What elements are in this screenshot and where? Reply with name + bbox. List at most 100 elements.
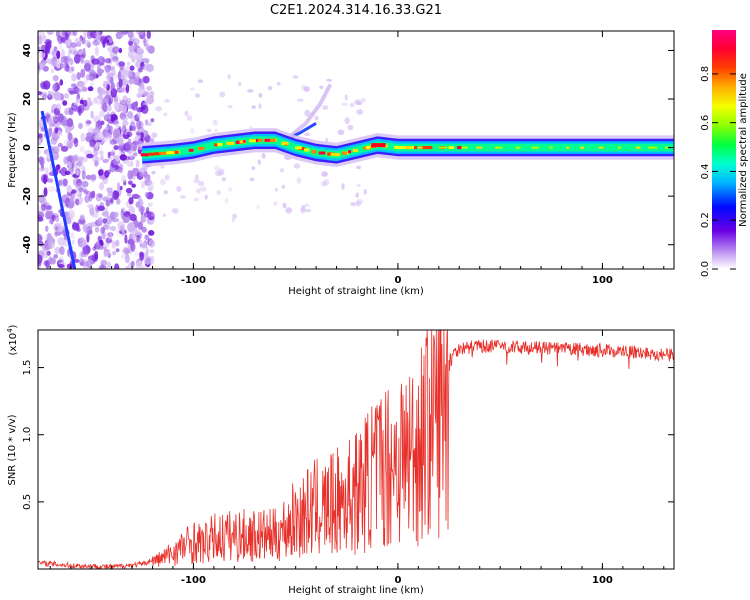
noise-blob (77, 98, 81, 103)
noise-blob (89, 192, 93, 199)
noise-blob (123, 142, 131, 153)
noise-blob (105, 67, 111, 75)
colorbar-tick-label: 0.0 (700, 261, 711, 277)
noise-blob (341, 102, 348, 107)
noise-blob (142, 75, 150, 84)
top-x-axis-label: Height of straight line (km) (288, 286, 424, 297)
noise-blob (282, 202, 287, 209)
noise-blob (194, 93, 201, 98)
noise-blob (99, 110, 105, 118)
noise-blob (81, 53, 87, 59)
noise-blob (105, 58, 112, 64)
noise-blob (251, 166, 256, 171)
noise-blob (120, 73, 125, 81)
noise-blob (135, 261, 143, 269)
ridge-hotspot (166, 151, 174, 155)
ridge-hotspot (531, 146, 539, 149)
noise-blob (219, 91, 226, 98)
noise-blob (360, 97, 366, 103)
noise-blob (75, 198, 80, 206)
noise-blob (39, 160, 44, 166)
y-tick-label: 0.5 (22, 494, 33, 510)
noise-blob (194, 174, 199, 180)
noise-blob (62, 178, 68, 187)
noise-blob (121, 117, 128, 122)
noise-blob (281, 184, 285, 189)
noise-blob (78, 108, 82, 116)
noise-blob (124, 156, 131, 161)
noise-blob (107, 75, 112, 85)
noise-blob (90, 55, 95, 64)
noise-blob (92, 155, 99, 163)
noise-blob (45, 41, 52, 49)
noise-blob (42, 248, 49, 259)
noise-blob (356, 165, 362, 170)
ridge-hotspot (242, 140, 246, 143)
noise-blob (215, 170, 222, 176)
noise-blob (104, 89, 109, 98)
noise-blob (73, 104, 78, 112)
ridge-hotspot (404, 146, 412, 150)
colorbar-tick-label: 0.6 (700, 115, 711, 131)
noise-blob (60, 93, 65, 101)
noise-blob (81, 170, 86, 180)
noise-blob (147, 180, 155, 191)
noise-blob (90, 174, 97, 181)
y-tick-label: 1.5 (22, 360, 33, 376)
ridge-hotspot (330, 152, 336, 156)
noise-blob (118, 78, 123, 89)
noise-blob (84, 40, 91, 46)
colorbar-tick-label: 0.2 (700, 212, 711, 228)
ridge-hotspot (549, 146, 553, 149)
ridge-hotspot (226, 141, 235, 145)
noise-blob (38, 259, 42, 267)
ridge-hotspot (439, 146, 448, 149)
noise-blob (100, 120, 105, 126)
noise-blob (57, 130, 62, 137)
noise-blob (108, 232, 113, 240)
y-tick-label: -40 (22, 236, 33, 254)
noise-blob (151, 170, 156, 175)
noise-blob (121, 126, 125, 135)
noise-blob (106, 187, 113, 193)
ridge-hotspot (348, 150, 352, 154)
noise-blob (47, 90, 52, 99)
noise-blob (227, 105, 233, 109)
noise-blob (109, 139, 117, 145)
noise-blob (116, 198, 121, 205)
noise-blob (70, 232, 75, 239)
noise-blob (66, 66, 74, 73)
noise-blob (356, 109, 364, 115)
noise-blob (64, 107, 73, 115)
noise-blob (144, 192, 149, 197)
noise-blob (131, 193, 140, 199)
noise-blob (97, 88, 106, 96)
noise-blob (102, 218, 108, 224)
noise-blob (122, 214, 130, 224)
noise-blob (48, 240, 55, 249)
noise-blob (86, 132, 93, 138)
ridge-hotspot (566, 146, 570, 149)
ridge-hotspot (267, 138, 275, 142)
noise-blob (63, 139, 70, 145)
noise-blob (66, 118, 74, 128)
noise-blob (301, 84, 307, 91)
noise-blob (249, 177, 255, 182)
noise-blob (64, 170, 71, 176)
noise-blob (70, 189, 77, 194)
y-tick-label: 20 (22, 92, 33, 106)
noise-blob (85, 174, 93, 180)
noise-blob (112, 251, 116, 256)
noise-blob (38, 35, 43, 45)
ridge-hotspot (159, 151, 167, 155)
noise-blob (82, 99, 88, 107)
spectrogram-panel: -100 0 100 -40 -20 0 20 40 Height of straight l… (7, 30, 749, 297)
noise-blob (127, 238, 135, 245)
noise-blob (98, 169, 104, 176)
noise-blob (86, 97, 92, 107)
noise-blob (144, 234, 150, 241)
noise-blob (134, 101, 138, 107)
noise-blob (140, 82, 145, 90)
noise-blob (97, 119, 101, 128)
noise-blob (106, 261, 111, 269)
